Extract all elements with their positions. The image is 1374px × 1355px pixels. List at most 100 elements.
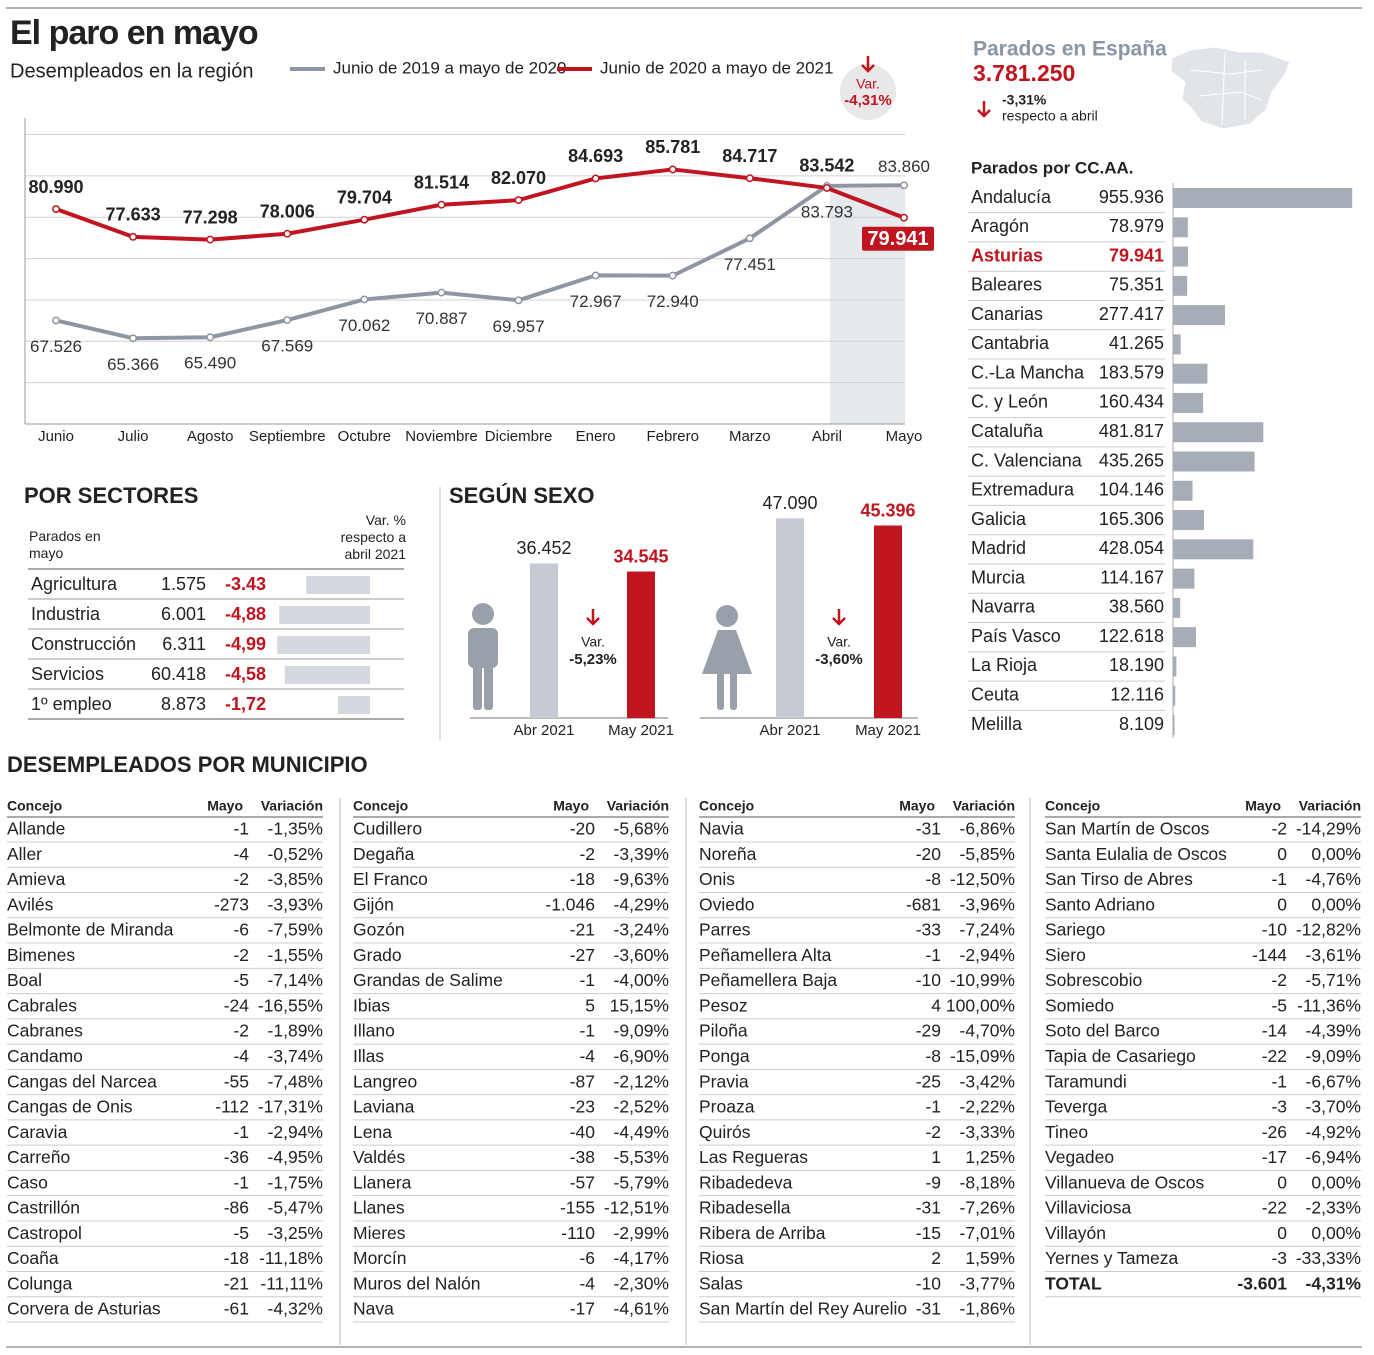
bar — [627, 571, 655, 718]
value-label: 78.006 — [260, 201, 315, 221]
point — [591, 271, 600, 280]
cell-variation: -7,24% — [960, 920, 1015, 940]
cell-name: Santo Adriano — [1045, 894, 1155, 914]
cell-variation: -5,68% — [614, 819, 669, 839]
cell-value: -144 — [1252, 945, 1287, 965]
value-label: 81.514 — [414, 172, 469, 192]
column-header: Concejo — [353, 798, 408, 814]
cell-variation: -11,18% — [259, 1248, 323, 1268]
variation-label: -3.43 — [225, 574, 266, 594]
value-label: 45.396 — [860, 500, 915, 520]
cell-name: Caravia — [7, 1122, 68, 1142]
cell-name: Llanera — [353, 1172, 412, 1192]
value-label: 8.873 — [161, 694, 206, 714]
cell-name: Villaviciosa — [1045, 1198, 1132, 1218]
section-title: Parados por CC.AA. — [971, 158, 1133, 177]
cell-name: Sariego — [1045, 920, 1105, 940]
cell-variation: 0,00% — [1311, 844, 1361, 864]
icon-leg — [473, 660, 482, 710]
cell-value: -1 — [1271, 869, 1287, 889]
man-icon — [468, 603, 498, 710]
cell-value: -110 — [561, 1223, 595, 1243]
cell-variation: -2,99% — [614, 1223, 669, 1243]
cell-name: TOTAL — [1045, 1273, 1102, 1293]
cell-name: Tineo — [1045, 1122, 1088, 1142]
cell-value: -86 — [224, 1198, 249, 1218]
value-label: 104.146 — [1099, 480, 1164, 500]
point — [52, 205, 60, 214]
bar — [1173, 597, 1181, 618]
point — [283, 316, 292, 325]
cell-value: -87 — [570, 1071, 595, 1091]
cell-variation: -6,86% — [960, 819, 1015, 839]
cell-variation: -4,61% — [614, 1299, 669, 1319]
cell-value: -2 — [1271, 970, 1287, 990]
point — [52, 316, 60, 325]
cell-name: Villayón — [1045, 1223, 1106, 1243]
value-label: 77.633 — [106, 205, 161, 225]
cell-value: -23 — [570, 1097, 595, 1117]
cell-value: -31 — [916, 819, 941, 839]
cell-name: San Martín del Rey Aurelio — [699, 1299, 907, 1319]
bar — [1173, 480, 1193, 501]
cell-value: -14 — [1262, 1021, 1288, 1041]
cell-value: -20 — [570, 819, 596, 839]
cell-variation: -4,49% — [614, 1122, 669, 1142]
cell-variation: 1,59% — [965, 1248, 1015, 1268]
value-label: 41.265 — [1109, 333, 1164, 353]
x-tick-label: May 2021 — [608, 722, 674, 739]
cell-variation: -9,09% — [1306, 1046, 1361, 1066]
column-header: Concejo — [1045, 798, 1100, 814]
cell-variation: -3,42% — [960, 1071, 1015, 1091]
value-label: 79.941 — [867, 228, 928, 250]
cell-variation: -15,09% — [950, 1046, 1015, 1066]
x-tick-label: Abr 2021 — [760, 722, 821, 739]
category-label: La Rioja — [971, 655, 1038, 675]
cell-name: Pesoz — [699, 995, 748, 1015]
cell-name: Illas — [353, 1046, 384, 1066]
value-label: 72.940 — [647, 292, 699, 311]
series-line — [55, 167, 905, 242]
point — [360, 295, 369, 304]
cell-name: Valdés — [353, 1147, 405, 1167]
icon-head — [472, 603, 494, 625]
cell-variation: -2,52% — [614, 1097, 669, 1117]
cell-value: -5 — [1271, 995, 1287, 1015]
value-label: 165.306 — [1099, 509, 1164, 529]
column-header: Parados en mayo — [29, 528, 101, 561]
x-tick-label: Enero — [576, 428, 616, 445]
value-label: 65.366 — [107, 355, 159, 374]
cell-value: 0 — [1277, 1172, 1287, 1192]
category-label: Ceuta — [971, 684, 1020, 704]
cell-name: Sobrescobio — [1045, 970, 1142, 990]
cell-name: Mieres — [353, 1223, 406, 1243]
cell-variation: -7,48% — [268, 1071, 323, 1091]
column-header: Var. % respecto a abril 2021 — [340, 512, 406, 562]
cell-variation: -12,50% — [950, 869, 1015, 889]
cell-name: Taramundi — [1045, 1071, 1127, 1091]
value-label: 955.936 — [1099, 187, 1164, 207]
cell-name: Gijón — [353, 894, 394, 914]
bar — [338, 696, 370, 714]
cell-name: Proaza — [699, 1097, 755, 1117]
cell-name: Aller — [7, 844, 42, 864]
cell-value: -1 — [233, 1172, 249, 1192]
cell-variation: -4,95% — [268, 1147, 323, 1167]
cell-name: Pravia — [699, 1071, 749, 1091]
legend-label: Junio de 2019 a mayo de 2020 — [333, 58, 566, 77]
cell-value: -273 — [214, 894, 249, 914]
category-label: 1º empleo — [31, 694, 112, 714]
bar — [1173, 422, 1264, 443]
cell-variation: -7,26% — [960, 1198, 1015, 1218]
cell-variation: -5,71% — [1306, 970, 1361, 990]
down-arrow — [861, 56, 875, 73]
cell-variation: -7,01% — [960, 1223, 1015, 1243]
cell-value: -155 — [560, 1198, 595, 1218]
cell-value: -2 — [233, 945, 249, 965]
x-tick-label: Marzo — [729, 428, 771, 445]
value-label: 12.116 — [1110, 684, 1164, 704]
bar — [1173, 568, 1195, 589]
cell-name: Bimenes — [7, 945, 75, 965]
series-line — [55, 183, 905, 341]
